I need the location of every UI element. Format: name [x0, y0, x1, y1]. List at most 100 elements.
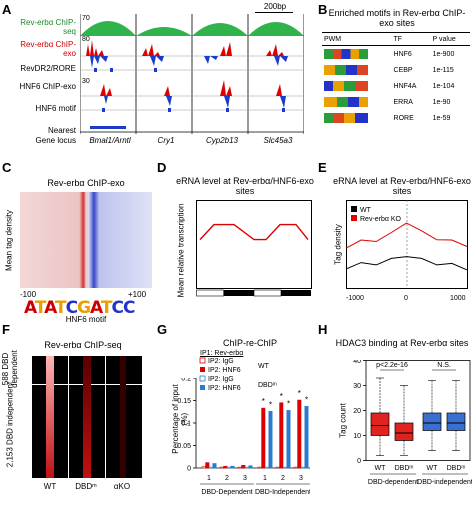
panel-e-ylabel: Tag density — [333, 224, 343, 265]
panel-c-right: +100 — [128, 290, 147, 299]
panel-label-d: D — [157, 160, 167, 175]
g-group-dep: DBD-Dependent — [201, 489, 252, 496]
g-star: * — [305, 395, 308, 404]
h-ns: N.S. — [437, 362, 451, 369]
g-ip1: IP1: Rev-erbα — [200, 350, 244, 357]
motif-row: RORE 1e-59 — [322, 110, 470, 126]
p-value: 1e-900 — [432, 50, 455, 58]
g-xtick-label: 2 — [225, 475, 229, 482]
g-bar — [248, 465, 253, 469]
g-bar — [226, 466, 231, 469]
g-bar — [275, 466, 280, 469]
scale-chipexo: 80 — [82, 36, 90, 43]
gene-slc45a3: Slc45a3 — [263, 136, 293, 145]
pwm-logo — [322, 110, 392, 126]
h-ytick-label: 10 — [353, 433, 361, 440]
g-star: * — [298, 389, 301, 398]
panel-c-left: -100 — [20, 290, 37, 299]
g-bar — [268, 410, 273, 469]
motif-row: CEBP 1e-115 — [322, 62, 470, 78]
pwm-logo — [322, 62, 392, 78]
g-bar — [286, 410, 291, 469]
h-ytick-label: 0 — [357, 458, 361, 465]
tf-name: RORE — [393, 114, 414, 122]
hnf6-motif-logo: ATATCGATCC — [24, 298, 135, 318]
p-value: 1e-90 — [432, 98, 451, 106]
series-line-ko — [346, 222, 468, 249]
motif-table: PWM TF P value HNF6 1e-900 CEBP 1e-115 H… — [322, 32, 470, 126]
panel-label-b: B — [318, 2, 328, 17]
h-ytick-label: 40 — [353, 360, 361, 365]
g-leg-3: IP2: HNF6 — [208, 385, 241, 392]
header-tf: TF — [391, 32, 431, 46]
pwm-logo — [322, 46, 392, 63]
track-label-hnf6: HNF6 ChIP-exo — [19, 82, 76, 91]
track-label-hnf6-motif: HNF6 motif — [35, 104, 76, 113]
g-leg-0: IP2: IgG — [208, 358, 234, 365]
g-ytick-label: 0 — [187, 466, 191, 473]
g-bar — [293, 466, 298, 469]
f-col-ko: αKO — [113, 482, 131, 491]
h-group-indep: DBD-independent — [417, 479, 472, 486]
g-legend: IP2: IgG IP2: HNF6 IP2: IgG IP2: HNF6 WT… — [199, 357, 277, 392]
g-bar — [237, 466, 242, 469]
motif-row: ERRA 1e-90 — [322, 94, 470, 110]
g-bar — [244, 466, 249, 469]
g-xtick-label: 3 — [243, 475, 247, 482]
series-line-d — [199, 223, 309, 241]
header-pvalue: P value — [430, 32, 470, 46]
h-xtick-label: WT — [427, 465, 439, 472]
pwm-logo — [322, 94, 392, 110]
chart-h: 0 10 20 30 40 WT DBDᵐ WT DBDᵐ p<2.2e-16 N.S. DBD-d… — [353, 360, 472, 486]
h-ytick-label: 30 — [353, 383, 361, 390]
panel-label-h: H — [318, 322, 328, 337]
track-label-chipseq: Rev-erbα ChIP-seq — [20, 18, 76, 36]
scale-chipseq: 70 — [82, 15, 90, 22]
g-bar — [279, 402, 284, 469]
g-bar — [223, 465, 228, 469]
label-indep: 2,153 DBD independent — [5, 381, 15, 468]
g-bar — [205, 462, 210, 469]
g-ytick-label: 0.2 — [181, 378, 191, 383]
h-box — [422, 412, 442, 431]
g-xtick-label: 2 — [281, 475, 285, 482]
g-leg-2: IP2: IgG — [208, 376, 234, 383]
h-group-dep: DBD-dependent — [368, 479, 418, 486]
g-xtick-label: 3 — [299, 475, 303, 482]
g-star: * — [280, 392, 283, 401]
legend-ko: Rev-erbα KO — [360, 216, 402, 223]
panel-f-title: Rev-erbα ChIP-seq — [44, 340, 122, 350]
motif-row: HNF6 1e-900 — [322, 46, 470, 63]
g-bar — [241, 465, 246, 469]
f-col-dbd: DBDᵐ — [75, 482, 97, 491]
legend-swatch-wt — [351, 206, 357, 212]
panel-label-g: G — [157, 322, 168, 337]
g-star: * — [287, 399, 290, 408]
header-pwm: PWM — [322, 32, 392, 46]
g-star: * — [262, 397, 265, 406]
legend-wt: WT — [360, 207, 372, 214]
g-leg-1: IP2: HNF6 — [208, 367, 241, 374]
panel-g-title: ChIP-re-ChIP — [222, 338, 277, 348]
e-xtick-0: -1000 — [346, 295, 364, 302]
g-wt: WT — [258, 363, 270, 370]
h-box — [446, 412, 466, 431]
g-bar — [208, 466, 213, 469]
motif-table-header: PWM TF P value — [322, 32, 470, 46]
panel-label-e: E — [318, 160, 327, 175]
scalebar-label: 200bp — [263, 2, 287, 11]
h-pval: p<2.2e-16 — [376, 362, 408, 369]
gene-cyp2b13: Cyp2b13 — [205, 136, 239, 145]
panel-b-title: Enriched motifs in Rev-erbα ChIP-exo sit… — [328, 8, 466, 28]
tf-name: ERRA — [393, 98, 413, 106]
tf-name: CEBP — [393, 66, 413, 74]
g-dbd: DBDᵐ — [258, 382, 277, 389]
h-xtick-label: DBDᵐ — [395, 465, 414, 472]
e-xtick-2: 1000 — [450, 295, 466, 302]
gene-locus-label: Gene locus — [35, 136, 76, 145]
g-ytick-label: 0.1 — [181, 421, 191, 428]
g-bar — [219, 466, 224, 469]
g-group-indep: DBD-Independent — [255, 489, 310, 496]
g-xtick-label: 1 — [263, 475, 267, 482]
p-value: 1e-115 — [432, 66, 454, 74]
